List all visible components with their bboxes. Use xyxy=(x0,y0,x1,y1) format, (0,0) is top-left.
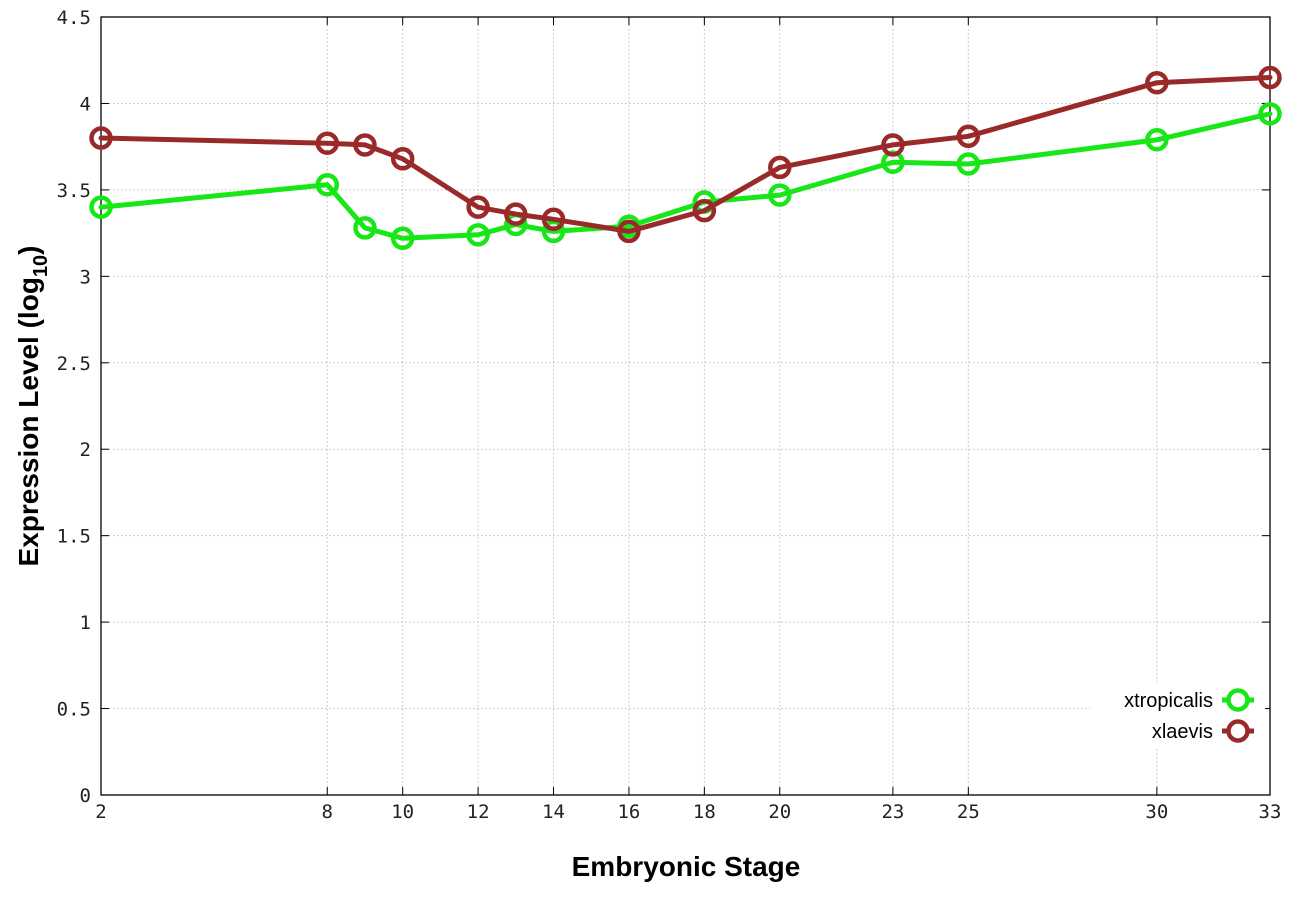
data-point-xlaevis xyxy=(1145,70,1169,95)
y-tick-label: 3 xyxy=(80,266,91,288)
y-axis-title-close: ) xyxy=(13,246,44,255)
x-tick-label: 2 xyxy=(95,801,106,823)
legend: xtropicalis xlaevis xyxy=(1090,682,1265,748)
y-tick-label: 3.5 xyxy=(57,180,91,202)
y-tick-label: 1.5 xyxy=(57,526,91,548)
series-line-xlaevis xyxy=(98,75,1273,234)
y-tick-label: 4 xyxy=(80,93,91,115)
data-point-xtropicalis xyxy=(1145,128,1169,152)
data-point-xlaevis xyxy=(692,198,717,223)
y-tick-label: 2 xyxy=(80,439,91,461)
data-point-xlaevis xyxy=(1258,65,1282,90)
data-point-xtropicalis xyxy=(768,183,792,207)
x-tick-label: 33 xyxy=(1259,801,1282,823)
data-point-xtropicalis xyxy=(1258,102,1282,126)
x-tick-label: 8 xyxy=(322,801,333,823)
y-axis-title-text: Expression Level (log xyxy=(13,277,44,566)
x-tick-label: 20 xyxy=(768,801,791,823)
data-point-xtropicalis xyxy=(89,195,113,219)
legend-label-xtropicalis: xtropicalis xyxy=(1124,690,1213,712)
series-xlaevis xyxy=(89,65,1282,244)
y-axis-title-subscript: 10 xyxy=(30,255,52,277)
y-tick-label: 1 xyxy=(80,612,91,634)
x-tick-label: 30 xyxy=(1145,801,1168,823)
x-tick-label: 18 xyxy=(693,801,716,823)
y-tick-label: 2.5 xyxy=(57,353,91,375)
data-point-xtropicalis xyxy=(541,219,566,244)
y-axis-title: Expression Level (log10) xyxy=(13,246,52,567)
data-point-xlaevis xyxy=(466,195,490,219)
x-tick-label: 25 xyxy=(957,801,980,823)
axis-ticks: 0 0.5 1 1.5 2 2.5 3 3.5 4 4.5 2 8 10 12 14 16 18 20 23 25 30… xyxy=(57,7,1282,823)
legend-swatch-marker-xtropicalis xyxy=(1226,688,1250,712)
data-point-xlaevis xyxy=(617,219,641,244)
data-point-xlaevis xyxy=(541,207,566,232)
series-layer xyxy=(89,65,1282,251)
data-point-xlaevis xyxy=(956,124,981,149)
x-tick-label: 14 xyxy=(542,801,565,823)
y-tick-label: 4.5 xyxy=(57,7,91,29)
data-point-xtropicalis xyxy=(315,172,340,197)
legend-swatch-marker-xlaevis xyxy=(1226,719,1250,743)
y-tick-label: 0.5 xyxy=(57,699,91,721)
data-point-xlaevis xyxy=(881,133,905,157)
x-tick-label: 16 xyxy=(617,801,640,823)
legend-label-xlaevis: xlaevis xyxy=(1152,721,1213,743)
legend-item-xtropicalis: xtropicalis xyxy=(1124,688,1254,712)
data-point-xlaevis xyxy=(390,147,415,171)
data-point-xtropicalis xyxy=(956,152,981,176)
data-point-xlaevis xyxy=(353,133,377,157)
data-point-xtropicalis xyxy=(390,226,415,251)
x-tick-label: 12 xyxy=(467,801,490,823)
data-point-xtropicalis xyxy=(353,216,377,240)
x-axis-title: Embryonic Stage xyxy=(572,851,801,882)
plot-frame xyxy=(100,16,1271,796)
legend-item-xlaevis: xlaevis xyxy=(1152,719,1254,743)
data-point-xlaevis xyxy=(89,126,113,150)
x-tick-label: 10 xyxy=(391,801,414,823)
data-point-xtropicalis xyxy=(466,223,490,247)
y-tick-label: 0 xyxy=(80,785,91,807)
x-tick-label: 23 xyxy=(881,801,904,823)
data-point-xlaevis xyxy=(768,155,792,180)
data-point-xlaevis xyxy=(315,131,340,155)
series-xtropicalis xyxy=(89,102,1282,251)
data-point-xlaevis xyxy=(504,202,528,226)
grid xyxy=(101,17,1270,795)
series-line-xtropicalis xyxy=(98,111,1273,241)
